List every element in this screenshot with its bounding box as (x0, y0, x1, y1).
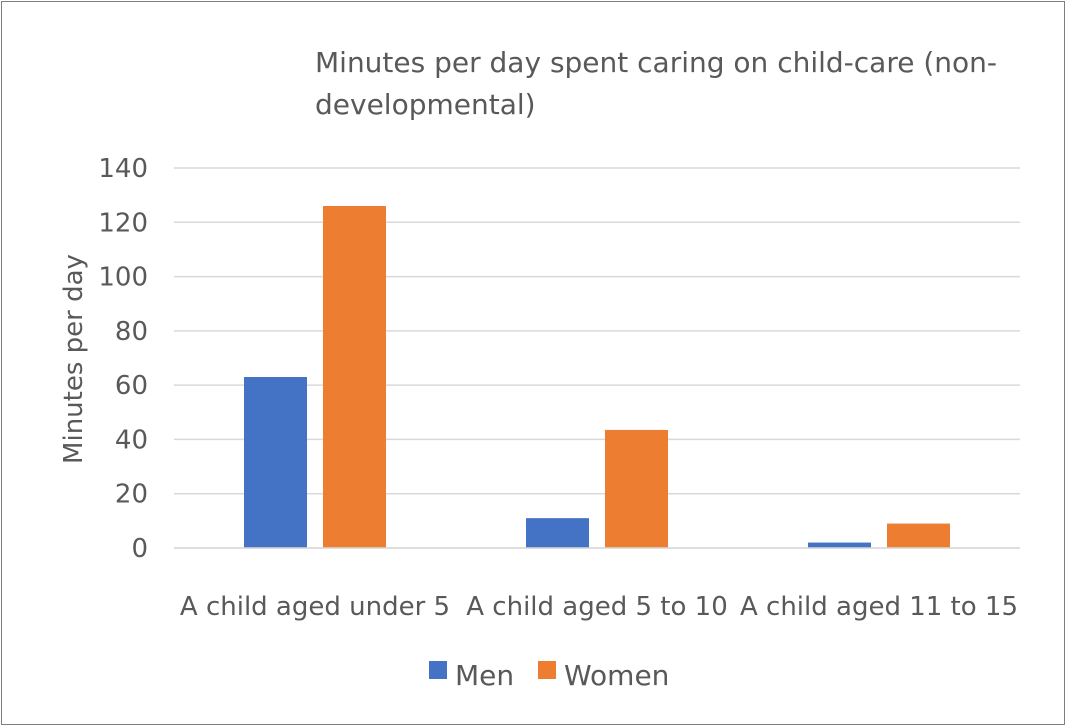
x-category-label-0: A child aged under 5 (180, 592, 450, 622)
legend-label-women: Women (564, 659, 669, 692)
y-tick-label-0: 0 (131, 534, 148, 564)
x-category-label-1: A child aged 5 to 10 (466, 592, 728, 622)
legend-label-men: Men (455, 659, 514, 692)
bar-men-0 (244, 377, 307, 548)
x-axis-categories: A child aged under 5 A child aged 5 to 10… (180, 592, 1018, 622)
chart-title-line-1: Minutes per day spent caring on child-ca… (315, 46, 997, 79)
bars (174, 206, 1020, 549)
chart-title: Minutes per day spent caring on child-ca… (315, 46, 997, 121)
x-category-label-2: A child aged 11 to 15 (740, 592, 1018, 622)
bar-men-1 (526, 518, 589, 548)
bar-women-0 (323, 206, 386, 548)
legend-swatch-men (429, 661, 447, 679)
legend: Men Women (429, 659, 669, 692)
y-tick-label-60: 60 (115, 371, 148, 401)
y-tick-label-40: 40 (115, 425, 148, 455)
y-tick-label-100: 100 (98, 263, 148, 293)
y-tick-label-80: 80 (115, 317, 148, 347)
bar-men-2 (808, 542, 871, 548)
y-tick-label-20: 20 (115, 480, 148, 510)
chart-title-line-2: developmental) (315, 88, 536, 121)
bar-women-1 (605, 429, 668, 548)
y-axis-ticks: 0 20 40 60 80 100 120 140 (98, 154, 148, 564)
legend-swatch-women (538, 661, 556, 679)
y-tick-label-120: 120 (98, 208, 148, 238)
y-axis-label: Minutes per day (59, 254, 89, 464)
bar-women-2 (887, 523, 950, 548)
y-tick-label-140: 140 (98, 154, 148, 184)
gridlines (174, 167, 1020, 549)
